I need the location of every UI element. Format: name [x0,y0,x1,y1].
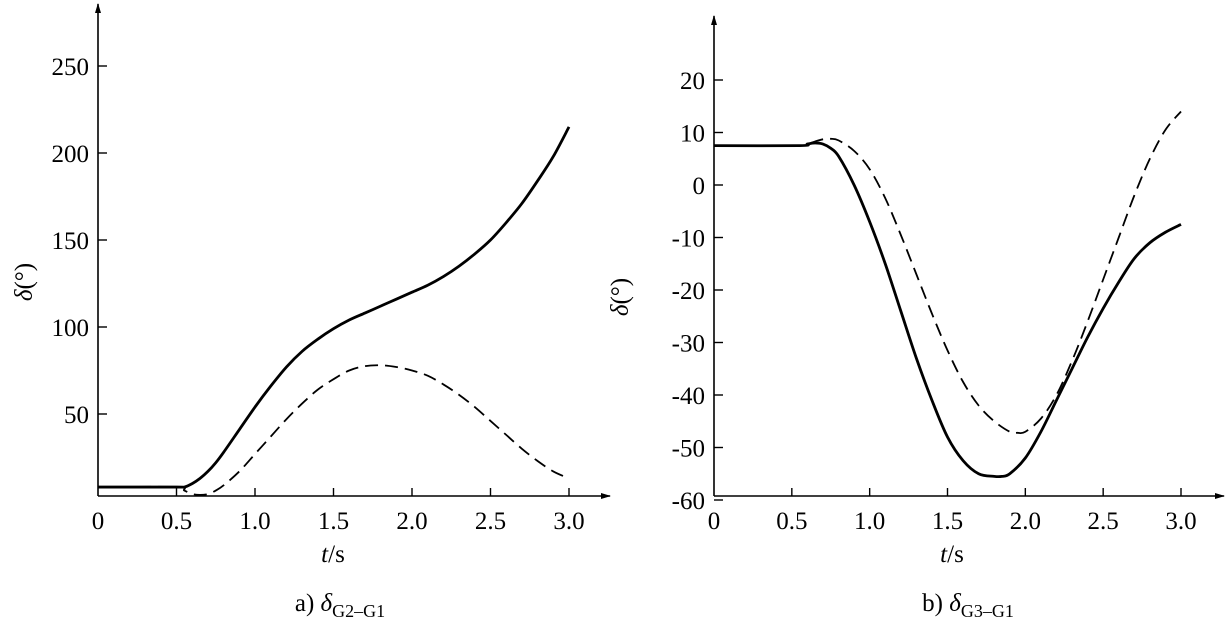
y-tick-label-b: -10 [672,226,705,253]
y-tick-label-a: 100 [52,315,90,342]
x-axis-label-var-b: t [940,541,948,568]
y-tick-label-b: -60 [672,488,705,515]
caption-b: b) δG3–G1 [922,590,1014,617]
x-tick-label-b: 2.0 [1010,508,1041,535]
x-axis-label-b: t/s [940,541,964,568]
series-line-b-solid [713,141,1182,479]
caption-prefix-a: a) [295,590,321,617]
x-axis-label-a: t/s [321,541,345,568]
x-tick-label-a: 3.0 [553,508,584,535]
y-tick-label-b: 10 [680,121,705,148]
y-tick-label-a: 200 [52,141,90,168]
x-axis-label-unit-b: /s [947,541,964,568]
y-axis-label-var-a: δ [11,289,38,301]
y-tick-label-b: 20 [680,68,705,95]
y-axis-label-var-b: δ [607,304,634,316]
x-tick-label-b: 1.0 [854,508,885,535]
series-line-a-dashed [97,364,570,496]
caption-symbol-a: δ [321,590,333,617]
x-tick-label-a: 1.0 [239,508,270,535]
y-tick-label-b: 0 [693,173,706,200]
caption-subscript-a: G2–G1 [332,601,385,617]
caption-subscript-b: G3–G1 [961,601,1014,617]
x-tick-label-b: 3.0 [1165,508,1196,535]
y-tick-label-b: -30 [672,331,705,358]
y-axis-label-unit-b: (°) [607,278,634,305]
caption-prefix-b: b) [922,590,949,617]
y-tick-label-b: -40 [672,383,705,410]
chart-panel-a: 0 0.5 1.0 1.5 2.0 2.5 3.050100150200250δ(°)t/s… [11,3,611,617]
x-tick-label-a: 0 [92,508,105,535]
y-axis-label-unit-a: (°) [11,263,38,290]
x-tick-label-b: 2.5 [1088,508,1119,535]
y-tick-label-b: -20 [672,278,705,305]
y-tick-label-a: 250 [52,54,90,81]
y-tick-label-a: 50 [64,402,89,429]
series-line-a-solid [98,126,571,489]
series-line-b-dashed [713,110,1182,435]
x-tick-label-a: 0.5 [161,508,192,535]
caption-a: a) δG2–G1 [295,590,385,617]
y-axis-label-a: δ(°) [11,263,38,301]
caption-symbol-b: δ [949,590,961,617]
y-tick-label-a: 150 [52,228,90,255]
x-tick-label-b: 1.5 [932,508,963,535]
y-axis-label-b: δ(°) [607,278,634,316]
x-axis-label-unit-a: /s [328,541,345,568]
x-tick-label-b: 0.5 [776,508,807,535]
x-tick-label-a: 2.5 [475,508,506,535]
x-axis-label-var-a: t [321,541,329,568]
chart-panel-b: 0 0.5 1.0 1.5 2.0 2.5 3.0 -60 -50 -40 -30 -20 -10 0 10… [607,15,1225,617]
y-tick-label-b: -50 [672,436,705,463]
x-tick-label-a: 1.5 [318,508,349,535]
x-tick-label-a: 2.0 [396,508,427,535]
x-tick-label-b: 0 [708,508,721,535]
